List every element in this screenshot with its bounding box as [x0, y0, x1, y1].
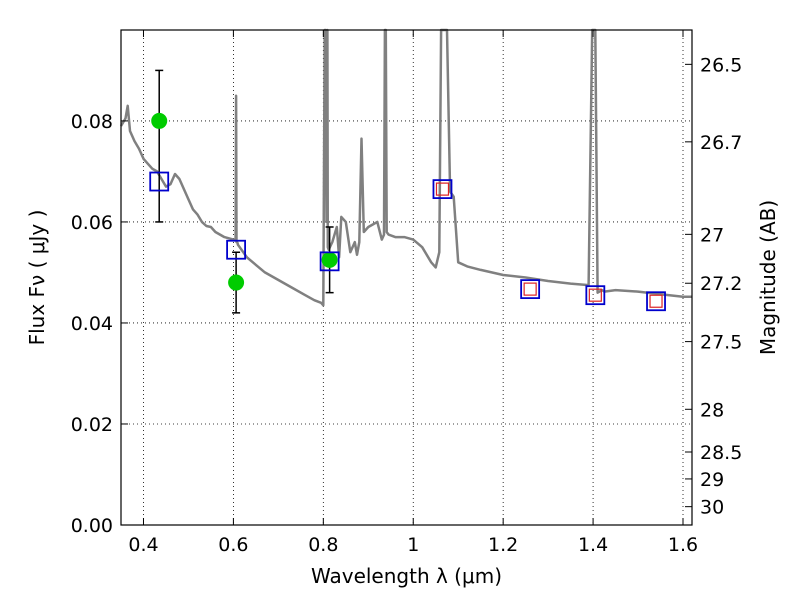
x-tick-label: 0.8 — [308, 534, 338, 556]
model-square-red — [649, 294, 663, 308]
model-square-blue — [319, 251, 340, 272]
mag-tick-label: 28 — [700, 399, 724, 421]
mag-tick-label: 28.5 — [700, 442, 742, 464]
data-markers — [149, 112, 666, 312]
x-tick-label: 0.6 — [218, 534, 248, 556]
mag-tick-label: 27.5 — [700, 332, 742, 354]
observed-point — [151, 112, 168, 129]
observed-point — [228, 274, 245, 291]
grid — [121, 30, 692, 526]
model-square-blue — [520, 279, 541, 300]
error-bars — [155, 69, 334, 314]
right-axis-label: Magnitude (AB) — [756, 200, 780, 355]
mag-tick-label: 27.2 — [700, 273, 742, 295]
y-tick-label: 0.04 — [71, 313, 113, 335]
x-axis-label: Wavelength λ (μm) — [311, 564, 502, 588]
y-tick-label: 0.00 — [71, 515, 113, 537]
x-tick-label: 1.4 — [578, 534, 608, 556]
x-tick-label: 1.6 — [668, 534, 698, 556]
y-tick-label: 0.08 — [71, 111, 113, 133]
x-tick-label: 0.4 — [128, 534, 158, 556]
model-square-red — [588, 288, 602, 302]
x-tick-label: 1 — [407, 534, 419, 556]
model-square-blue — [226, 239, 246, 260]
model-square-blue — [646, 291, 666, 312]
y-tick-label: 0.06 — [71, 212, 113, 234]
x-tick-label: 1.2 — [488, 534, 518, 556]
mag-tick-label: 29 — [700, 469, 724, 491]
model-square-red — [435, 182, 450, 196]
model-square-blue — [149, 171, 170, 192]
y-tick-label: 0.02 — [71, 414, 113, 436]
model-square-blue — [585, 285, 606, 306]
mag-tick-label: 26.5 — [700, 54, 742, 76]
plot-frame — [120, 29, 693, 526]
model-square-blue — [432, 179, 453, 200]
model-square-red — [523, 282, 537, 296]
template-spectrum-line — [119, 28, 692, 307]
mag-tick-label: 27 — [700, 224, 724, 246]
y-axis-label: Flux Fν ( μJy ) — [25, 210, 49, 346]
observed-point — [321, 251, 338, 268]
mag-tick-label: 30 — [700, 497, 724, 519]
axis-ticks: 0.4 0.6 0.8 1 1.2 1.4 1.6 0.00 0.02 0.04 0.06 0.08 2… — [71, 30, 742, 556]
mag-tick-label: 26.7 — [700, 132, 742, 154]
template-spectrum — [119, 28, 692, 307]
